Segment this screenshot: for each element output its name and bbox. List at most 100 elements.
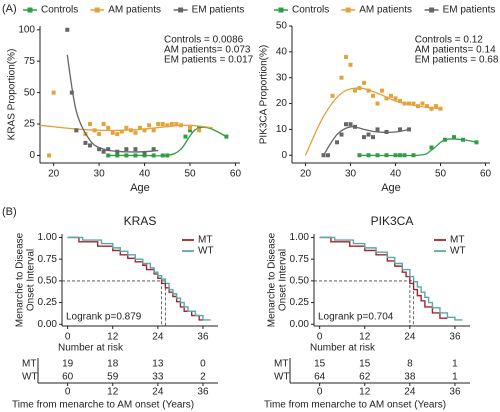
point bbox=[138, 125, 142, 130]
legend-marker bbox=[178, 7, 184, 13]
y-tick-label: 50 bbox=[276, 21, 288, 32]
y-tick-label: 50 bbox=[24, 87, 36, 98]
legend-label: MT bbox=[198, 235, 212, 246]
y-tick-label: 0.50 bbox=[38, 276, 58, 287]
point bbox=[65, 27, 70, 32]
point bbox=[389, 93, 393, 98]
y-tick-label: 0.00 bbox=[38, 319, 58, 330]
y-tick-label: 75 bbox=[24, 56, 36, 67]
risk-value: 59 bbox=[107, 372, 119, 383]
survival-curve bbox=[67, 236, 203, 321]
x-tick-label: 60 bbox=[480, 169, 492, 180]
point bbox=[326, 153, 330, 158]
risk-value: 18 bbox=[107, 359, 119, 370]
y-tick-label: 100 bbox=[18, 24, 35, 35]
x-tick-label: 12 bbox=[107, 332, 119, 343]
point bbox=[357, 153, 362, 158]
risk-value: 8 bbox=[407, 359, 413, 370]
x-tick-label: 30 bbox=[94, 169, 106, 180]
legend-label: EM patients bbox=[443, 5, 496, 16]
point bbox=[461, 137, 465, 142]
point bbox=[380, 88, 384, 93]
point bbox=[366, 153, 371, 158]
fit-line bbox=[322, 125, 410, 156]
annotation: AM patients= 0.14 bbox=[415, 45, 496, 56]
point bbox=[133, 130, 138, 135]
point bbox=[375, 153, 380, 158]
point bbox=[101, 122, 106, 127]
legend-label: Controls bbox=[292, 5, 329, 16]
y-tick-label: 1.00 bbox=[290, 232, 310, 243]
point bbox=[101, 149, 106, 154]
x-tick-label: 12 bbox=[359, 332, 371, 343]
point bbox=[188, 125, 192, 130]
point bbox=[384, 153, 389, 158]
point bbox=[178, 123, 183, 128]
point bbox=[183, 134, 188, 139]
point bbox=[97, 147, 102, 152]
point bbox=[429, 145, 434, 150]
point bbox=[197, 128, 202, 133]
chart-title: KRAS bbox=[124, 214, 157, 228]
point bbox=[348, 62, 353, 67]
risk-value: 64 bbox=[314, 372, 326, 383]
risk-value: 15 bbox=[314, 359, 326, 370]
annotation: Controls = 0.12 bbox=[415, 35, 484, 46]
point bbox=[335, 140, 339, 145]
risk-row-label: MT bbox=[274, 359, 288, 370]
point bbox=[362, 135, 366, 140]
risk-value: 1 bbox=[452, 359, 458, 370]
x-axis-label: Time from menarche to AM onset (Years) bbox=[264, 400, 446, 411]
risk-x-tick-label: 36 bbox=[449, 387, 461, 398]
legend-marker bbox=[94, 7, 100, 13]
point bbox=[398, 98, 402, 103]
point bbox=[119, 129, 124, 134]
annotation: AM patients= 0.073 bbox=[164, 45, 251, 56]
point bbox=[402, 101, 407, 106]
point bbox=[443, 137, 447, 142]
annotation: EM patients = 0.68 bbox=[415, 55, 499, 66]
point bbox=[133, 147, 138, 152]
fit-line bbox=[304, 87, 441, 156]
point bbox=[151, 153, 156, 158]
point bbox=[384, 129, 389, 134]
point bbox=[366, 88, 371, 93]
point bbox=[142, 128, 147, 133]
point bbox=[92, 128, 97, 133]
point bbox=[321, 153, 326, 158]
x-tick-label: 20 bbox=[48, 169, 60, 180]
point bbox=[411, 153, 416, 158]
survival-curve bbox=[319, 236, 448, 319]
legend-label: EM patients bbox=[192, 5, 245, 16]
point bbox=[393, 96, 398, 101]
survival-curve bbox=[319, 236, 463, 321]
fit-line bbox=[39, 124, 213, 132]
point bbox=[362, 80, 366, 85]
y-axis-label: Menarche to Disease bbox=[15, 232, 26, 327]
point bbox=[330, 93, 335, 98]
y-axis-label: Menarche to Disease bbox=[267, 232, 278, 327]
x-tick-label: 0 bbox=[317, 332, 323, 343]
point bbox=[88, 122, 92, 127]
point bbox=[106, 153, 111, 158]
point bbox=[339, 132, 344, 137]
survival-curve bbox=[67, 236, 211, 321]
y-tick-label: 30 bbox=[276, 72, 288, 83]
point bbox=[416, 104, 420, 109]
x-tick-label: 24 bbox=[152, 332, 164, 343]
point bbox=[398, 127, 402, 132]
y-tick-label: 0.50 bbox=[290, 276, 310, 287]
annotation: Logrank p=0.879 bbox=[66, 312, 142, 323]
risk-x-tick-label: 36 bbox=[197, 387, 209, 398]
point bbox=[420, 101, 425, 106]
point bbox=[188, 128, 192, 133]
point bbox=[124, 153, 129, 158]
point bbox=[115, 149, 120, 154]
legend-label: AM patients bbox=[108, 5, 161, 16]
point bbox=[88, 143, 92, 148]
risk-value: 62 bbox=[359, 372, 371, 383]
legend-label: MT bbox=[450, 235, 464, 246]
risk-value: 13 bbox=[152, 359, 164, 370]
point bbox=[47, 153, 52, 158]
